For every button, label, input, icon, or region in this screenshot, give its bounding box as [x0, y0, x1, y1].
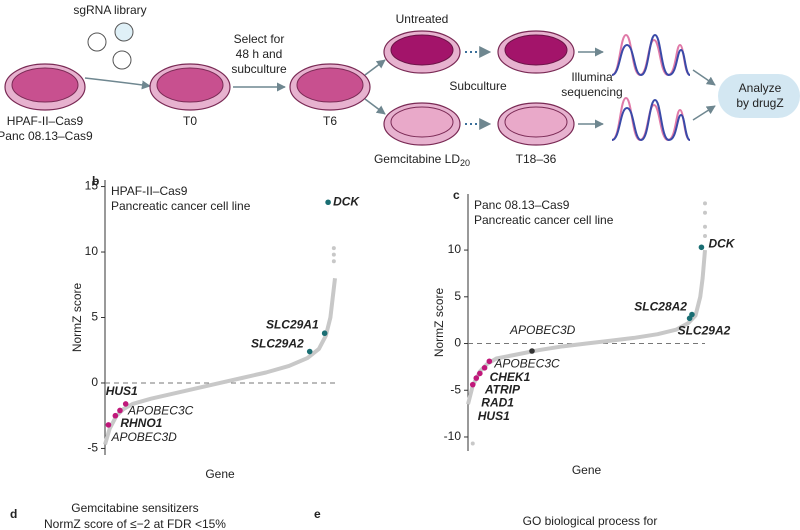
gene-point — [698, 244, 705, 251]
arrow — [84, 77, 151, 90]
y-tick-label: 5 — [454, 289, 461, 303]
outlier-point — [703, 224, 707, 229]
peaks-icon — [611, 33, 691, 142]
gene-label: APOBEC3D — [110, 430, 177, 444]
y-tick-label: -5 — [87, 441, 98, 455]
panel-subtitle: Panc 08.13–Cas9 — [474, 198, 570, 212]
gene-label: RAD1 — [481, 395, 514, 409]
gene-label: DCK — [708, 236, 735, 250]
step-label: 48 h and — [236, 47, 283, 61]
gene-label: SLC29A2 — [678, 323, 731, 337]
cell-line-label: Panc 08.13–Cas9 — [0, 129, 93, 143]
panel-title: NormZ score of ≤−2 at FDR <15% — [44, 517, 226, 530]
gene-label: DCK — [333, 194, 360, 208]
step-label: subculture — [231, 62, 287, 76]
gene-point — [469, 381, 476, 388]
gene-label: SLC29A2 — [251, 337, 304, 351]
panel-letter: e — [314, 507, 321, 521]
outlier-point — [470, 441, 475, 446]
gene-label: APOBEC3C — [127, 404, 194, 418]
gene-point — [112, 412, 119, 419]
x-axis-label: Gene — [572, 463, 602, 477]
dish — [497, 102, 575, 146]
timepoint-label: T6 — [323, 114, 337, 128]
gene-point — [486, 358, 493, 365]
y-axis-label: NormZ score — [70, 283, 84, 353]
gene-label: ATRIP — [484, 383, 521, 397]
timepoint-label: T0 — [183, 114, 197, 128]
virus-icons — [87, 22, 134, 70]
panel-letter: b — [92, 174, 99, 188]
gene-label: RHNO1 — [120, 416, 162, 430]
y-tick-label: -10 — [444, 429, 462, 443]
gene-point — [321, 330, 328, 337]
y-tick-label: 10 — [85, 244, 99, 258]
dish — [383, 30, 461, 74]
workflow-diagram: sgRNA library HPAF-II–Cas9 Panc 08.13–Ca… — [0, 3, 800, 168]
outlier-point — [331, 252, 336, 257]
outlier-point — [331, 259, 336, 264]
library-label: sgRNA library — [73, 3, 146, 17]
gene-point — [481, 365, 488, 371]
gene-point — [117, 407, 123, 414]
gene-point — [105, 422, 112, 428]
cell-line-label: HPAF-II–Cas9 — [7, 114, 84, 128]
arrow — [692, 69, 716, 86]
outlier-point — [703, 201, 707, 206]
dish — [149, 63, 231, 111]
condition-label: Gemcitabine LD20 — [374, 152, 470, 168]
arrow — [364, 98, 386, 115]
condition-label: Untreated — [396, 12, 449, 26]
outlier-point — [331, 246, 336, 251]
outlier-point — [703, 234, 707, 239]
step-label: Illumina — [571, 70, 613, 84]
gene-label: CHEK1 — [490, 370, 531, 384]
gene-label: SLC29A1 — [266, 317, 319, 331]
panel-subtitle: Pancreatic cancer cell line — [474, 213, 614, 227]
drug-label: Gemcitabine LD — [374, 152, 460, 166]
panel-title: GO biological process for — [523, 514, 658, 528]
dish — [497, 30, 575, 74]
gene-point — [477, 370, 483, 377]
y-tick-label: -5 — [450, 382, 461, 396]
panel-letter: d — [10, 507, 17, 521]
y-tick-label: 5 — [91, 310, 98, 324]
outlier-point — [703, 210, 707, 215]
gene-point — [325, 199, 331, 206]
panel-letter: c — [453, 188, 460, 202]
y-tick-label: 0 — [454, 336, 461, 350]
gene-point — [473, 375, 480, 381]
gene-label: HUS1 — [106, 384, 138, 398]
gene-label: SLC28A2 — [634, 300, 687, 314]
panel-subtitle: Pancreatic cancer cell line — [111, 199, 251, 213]
analyze-label: Analyze — [739, 81, 782, 95]
x-axis-label: Gene — [205, 467, 235, 481]
arrow — [692, 105, 716, 121]
gene-label: HUS1 — [478, 409, 510, 423]
dish — [383, 102, 461, 146]
analyze-label: by drugZ — [736, 96, 783, 110]
y-tick-label: 15 — [85, 179, 99, 193]
y-tick-label: 10 — [448, 242, 462, 256]
drug-subscript: 20 — [460, 158, 470, 168]
y-tick-label: 0 — [91, 375, 98, 389]
step-label: Subculture — [449, 79, 507, 93]
panel-title: Gemcitabine sensitizers — [71, 501, 198, 515]
gene-point — [122, 401, 129, 407]
gene-label: APOBEC3C — [493, 356, 560, 370]
step-label: sequencing — [561, 85, 622, 99]
dish — [289, 63, 371, 111]
y-axis-label: NormZ score — [432, 288, 446, 358]
dish — [4, 63, 86, 111]
gene-label: APOBEC3D — [509, 323, 576, 337]
analyze-box — [718, 74, 800, 118]
gene-point — [686, 315, 693, 322]
arrow — [364, 59, 386, 76]
timepoint-label: T18–36 — [516, 152, 557, 166]
gene-point — [529, 348, 535, 354]
gene-point — [306, 348, 313, 355]
step-label: Select for — [234, 32, 285, 46]
panel-subtitle: HPAF-II–Cas9 — [111, 184, 188, 198]
